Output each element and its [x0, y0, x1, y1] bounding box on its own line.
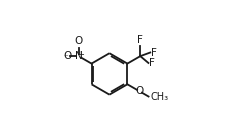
Text: CH₃: CH₃ [149, 92, 167, 102]
Text: N: N [74, 51, 82, 61]
Text: O: O [74, 36, 82, 46]
Text: O: O [64, 51, 72, 61]
Text: ⁻: ⁻ [63, 53, 68, 62]
Text: F: F [148, 58, 154, 68]
Text: F: F [137, 35, 143, 45]
Text: +: + [77, 50, 84, 59]
Text: O: O [135, 86, 143, 96]
Text: F: F [151, 47, 156, 58]
